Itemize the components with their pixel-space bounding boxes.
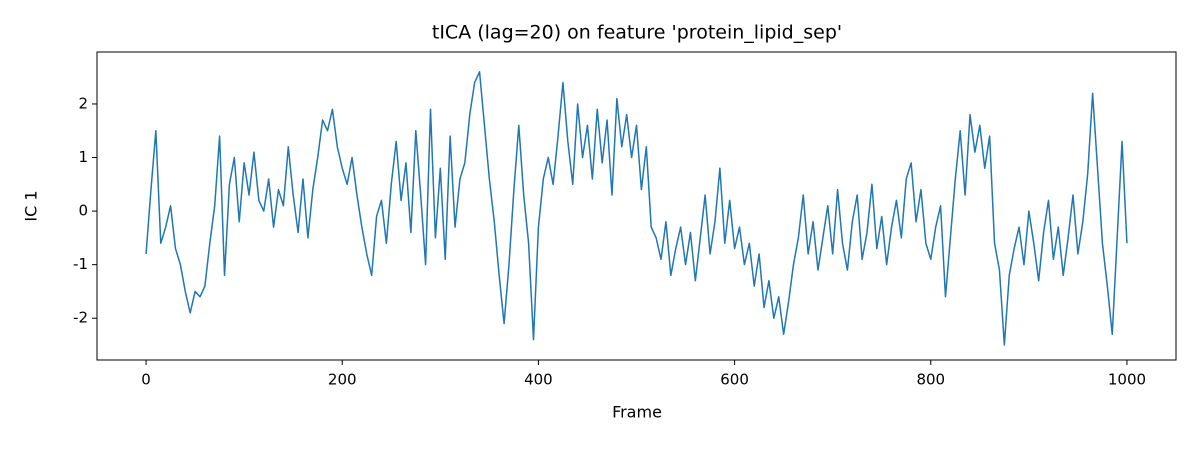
y-tick-label: -2 — [73, 309, 88, 327]
plot-frame — [96, 51, 1177, 361]
x-tick-label: 200 — [328, 371, 357, 389]
x-tick-label: 0 — [141, 371, 151, 389]
y-tick-label: -1 — [73, 255, 88, 273]
data-line — [145, 71, 1128, 346]
y-axis-label: IC 1 — [22, 190, 41, 221]
y-tick-label: 1 — [78, 148, 88, 166]
x-tick-label: 1000 — [1108, 371, 1146, 389]
y-tick-label: 2 — [78, 94, 88, 112]
y-tick-label: 0 — [78, 202, 88, 220]
x-tick-label: 600 — [720, 371, 749, 389]
x-tick-label: 400 — [524, 371, 553, 389]
x-tick-label: 800 — [916, 371, 945, 389]
x-axis-label: Frame — [612, 403, 662, 422]
chart-title: tICA (lag=20) on feature 'protein_lipid_… — [432, 22, 842, 44]
